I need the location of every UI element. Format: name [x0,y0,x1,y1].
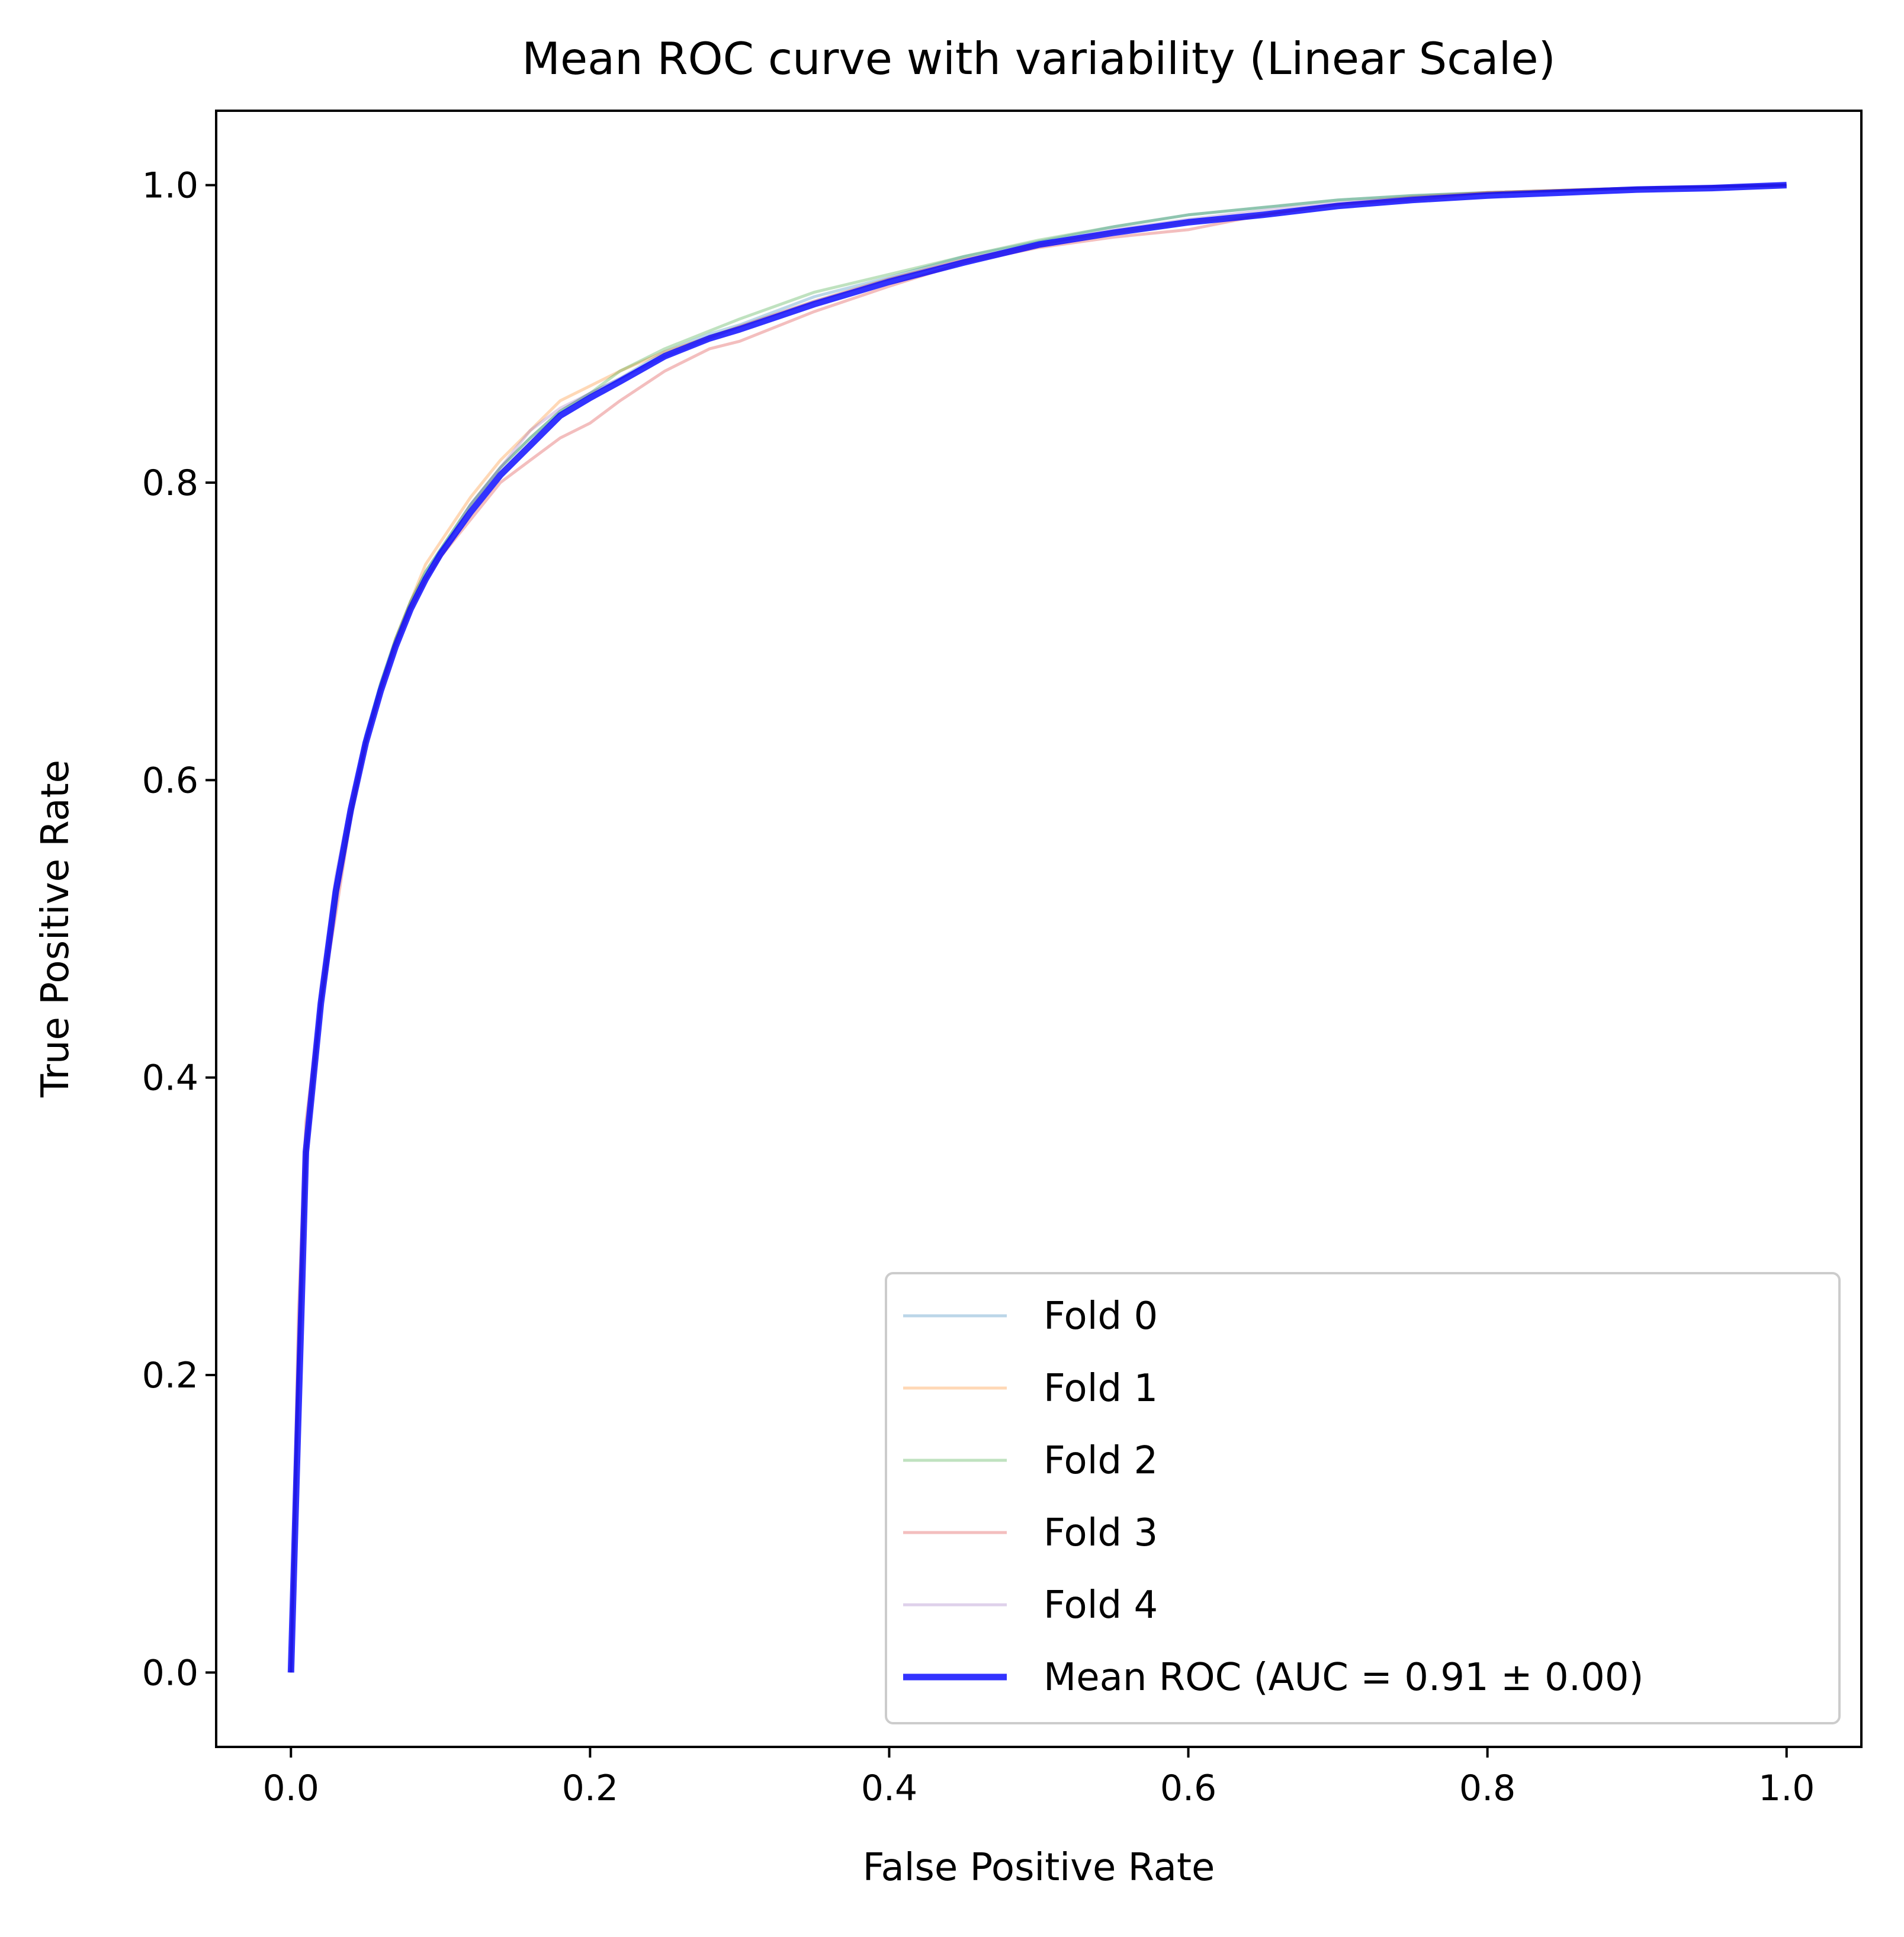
legend-label-1: Fold 1 [1043,1367,1158,1411]
x-tick-label: 0.0 [263,1768,319,1809]
y-tick-label: 0.2 [142,1355,198,1396]
y-tick-label: 0.0 [142,1652,198,1694]
series-line-5 [287,182,1787,1673]
legend-label-3: Fold 3 [1043,1511,1158,1555]
y-tick-label: 0.8 [142,462,198,504]
y-axis-ticks: 0.0 0.2 0.4 0.6 0.8 1.0 [142,165,216,1694]
plot-frame [215,110,1863,1748]
x-tick-label: 0.2 [562,1768,618,1809]
y-tick-label: 0.6 [142,760,198,801]
legend-items: Fold 0 Fold 1 Fold 2 Fold 3 Fold 4 Mean ROC (… [903,1294,1643,1700]
legend-box [885,1272,1841,1724]
x-tick-label: 0.8 [1459,1768,1516,1809]
x-tick-label: 1.0 [1758,1768,1815,1809]
y-tick-label: 0.4 [142,1058,198,1099]
legend-label-2: Fold 2 [1043,1439,1158,1483]
series-layer [287,182,1787,1673]
x-axis-label: False Positive Rate [863,1846,1215,1890]
legend: Fold 0 Fold 1 Fold 2 Fold 3 Fold 4 Mean ROC (… [885,1272,1841,1724]
chart-title: Mean ROC curve with variability (Linear … [522,33,1555,85]
y-axis-label: True Positive Rate [34,760,78,1098]
x-axis-ticks: 0.0 0.2 0.4 0.6 0.8 1.0 [263,1747,1815,1809]
y-tick-label: 1.0 [142,165,198,207]
x-tick-label: 0.4 [861,1768,917,1809]
x-tick-label: 0.6 [1160,1768,1216,1809]
legend-label-4: Fold 4 [1043,1583,1158,1627]
legend-label-5: Mean ROC (AUC = 0.91 ± 0.00) [1043,1656,1643,1700]
legend-label-0: Fold 0 [1043,1294,1158,1338]
